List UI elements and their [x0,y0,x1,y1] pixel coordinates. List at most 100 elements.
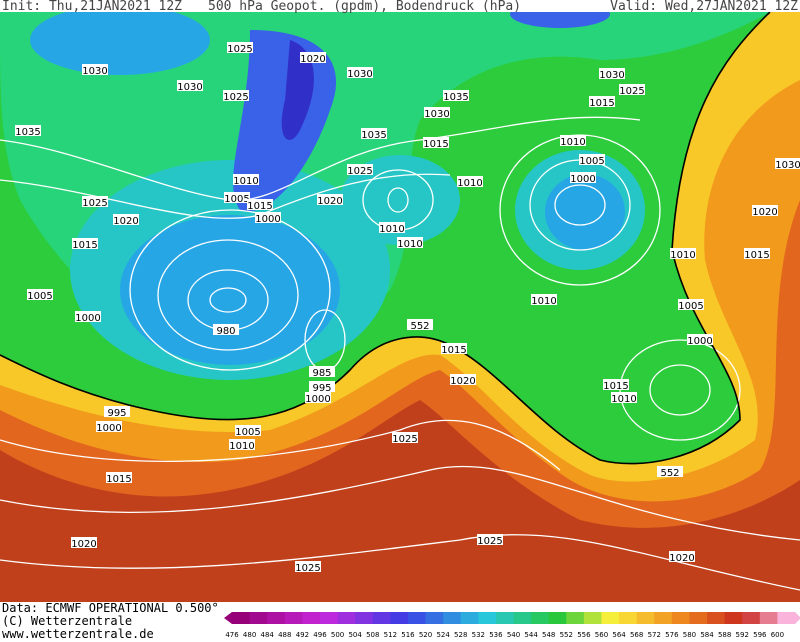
isobar-label: 1000 [255,214,280,225]
label-box [603,379,629,390]
label-box [379,222,405,233]
colorbar-label: 480 [243,631,256,639]
label-box [27,289,53,300]
isobar-label: 1020 [669,553,694,564]
label-box [106,472,132,483]
blue-low [120,215,340,365]
isobar-label: 1025 [347,166,372,177]
isobar-label: 985 [312,368,331,379]
colorbar-label: 600 [771,631,784,639]
label-box [687,334,713,345]
isobar-label: 1030 [775,160,800,171]
label-box [347,164,373,175]
label-box [669,551,695,562]
colorbar-label: 524 [436,631,450,639]
isobar-label: 552 [660,468,679,479]
label-box [560,135,586,146]
label-box [775,158,800,169]
colorbar-swatch [654,612,673,624]
label-box [227,42,253,53]
isobar-label: 1015 [603,381,628,392]
isobar-label: 995 [312,383,331,394]
colorbar-swatch [478,612,497,624]
isobar-label: 1010 [531,296,556,307]
colorbar-swatch [707,612,726,624]
colorbar-label: 576 [665,631,679,639]
colorbar-label: 476 [225,631,239,639]
colorbar-swatch [724,612,743,624]
label-box [82,196,108,207]
colorbar-swatch [619,612,638,624]
colorbar-label: 556 [577,631,591,639]
isobar-label: 1005 [224,194,249,205]
colorbar-label: 552 [560,631,573,639]
colorbar-swatch [636,612,655,624]
isobar-label: 1020 [450,376,475,387]
isobar-label: 1000 [75,313,100,324]
copyright: (C) Wetterzentrale [2,614,132,628]
colorbar-label: 548 [542,631,555,639]
label-box [71,537,97,548]
colorbar-swatch [583,612,602,624]
isobar-label: 1015 [744,250,769,261]
colorbar-label: 500 [331,631,344,639]
init-time: Init: Thu,21JAN2021 12Z [2,0,182,14]
map-title: 500 hPa Geopot. (gpdm), Bodendruck (hPa) [208,0,521,14]
colorbar-swatch [390,612,409,624]
colorbar-swatch [566,612,585,624]
colorbar-swatch [355,612,374,624]
isobar-label: 1005 [678,301,703,312]
isobar-label: 980 [216,326,235,337]
isobar-label: 1030 [424,109,449,120]
label-box [300,52,326,63]
label-box [15,125,41,136]
colorbar-label: 520 [419,631,432,639]
colorbar-label: 540 [507,631,520,639]
label-box [611,392,637,403]
isobar-label: 1025 [295,563,320,574]
isobar-label: 1010 [670,250,695,261]
colorbar-swatch [284,612,303,624]
isobar-label: 1020 [71,539,96,550]
cyan-low [340,155,460,245]
isobar-label: 1000 [687,336,712,347]
label-box [235,425,261,436]
colorbar-label: 592 [736,631,749,639]
colorbar-label: 484 [261,631,275,639]
label-box [223,90,249,101]
colorbar-label: 492 [296,631,309,639]
colorbar-label: 504 [348,631,362,639]
isobar-label: 1010 [397,239,422,250]
label-box [305,392,331,403]
colorbar-swatch [460,612,479,624]
colorbar-label: 536 [489,631,503,639]
label-box [104,406,130,417]
colorbar-swatch [777,612,796,624]
colorbar-label: 588 [718,631,731,639]
label-box [752,205,778,216]
label-box [309,366,335,377]
label-box [233,174,259,185]
colorbar-swatch [407,612,427,624]
label-box [177,80,203,91]
label-box [619,84,645,95]
colorbar-label: 516 [401,631,415,639]
label-box [213,324,239,335]
label-box [96,421,122,432]
colorbar-swatch [267,612,286,624]
colorbar-label: 580 [683,631,696,639]
colorbar-swatch [249,612,268,624]
label-box [531,294,557,305]
label-box [295,561,321,572]
colorbar-label: 572 [648,631,661,639]
colorbar-label: 528 [454,631,467,639]
colorbar-label: 544 [524,631,538,639]
isobar-label: 1015 [72,240,97,251]
label-box [570,172,596,183]
header-bar [0,0,800,12]
isobar-label: 1025 [392,434,417,445]
isobar-label: 1020 [752,207,777,218]
colorbar-arrow [795,612,800,624]
isobar-label: 1020 [113,216,138,227]
